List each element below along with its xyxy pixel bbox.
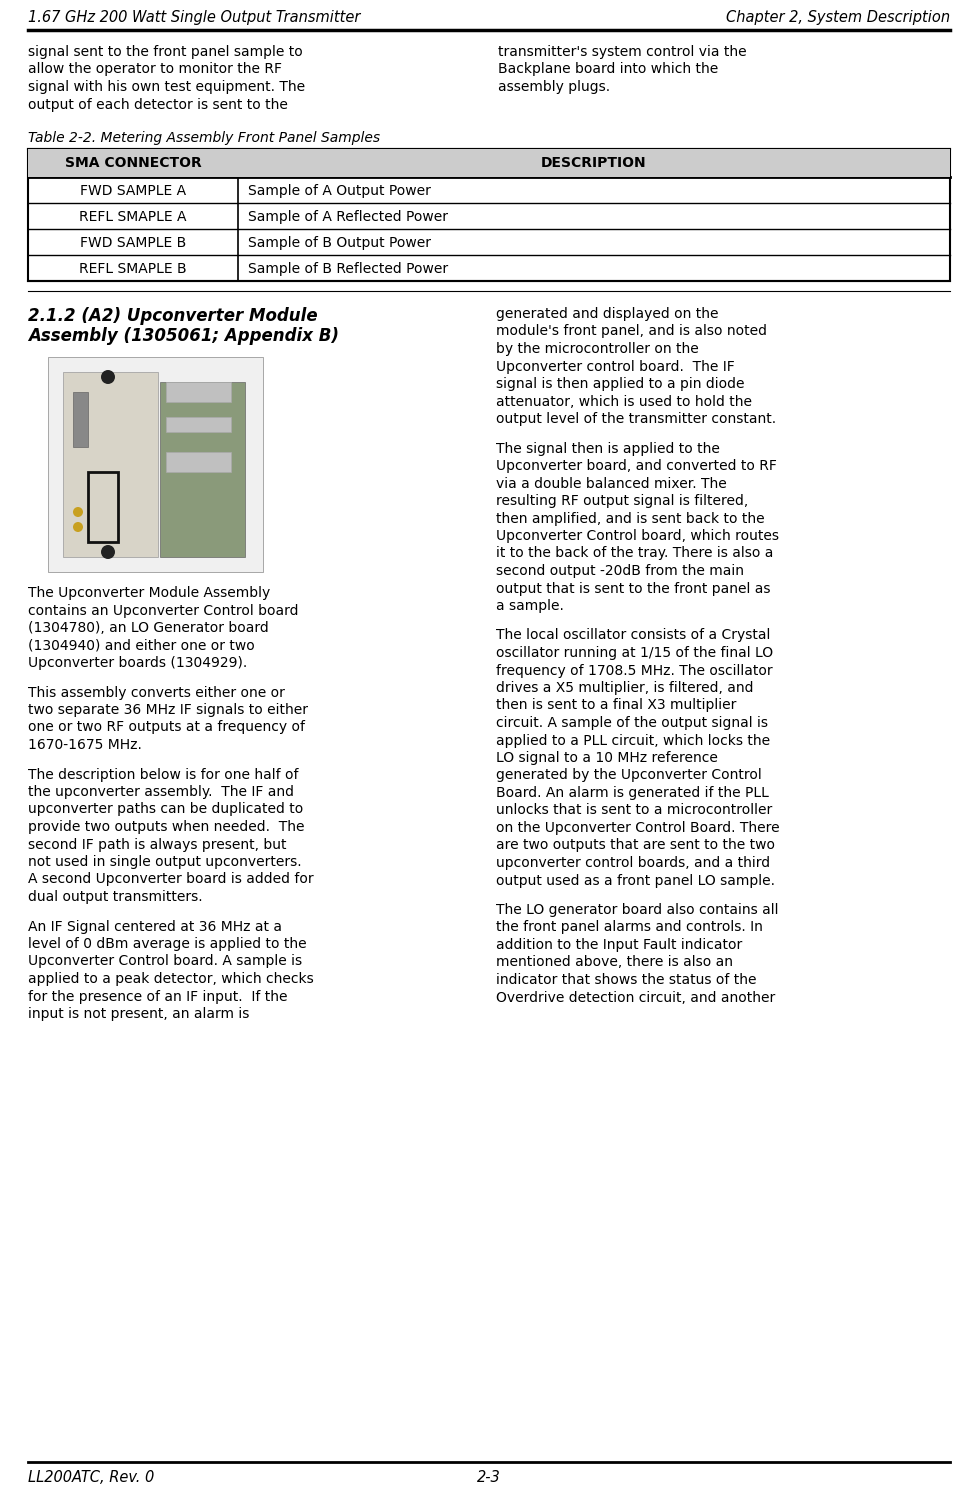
Bar [166,452,231,472]
Text: A second Upconverter board is added for: A second Upconverter board is added for [28,872,314,887]
Text: drives a X5 multiplier, is filtered, and: drives a X5 multiplier, is filtered, and [495,681,752,696]
Text: on the Upconverter Control Board. There: on the Upconverter Control Board. There [495,821,779,835]
Text: level of 0 dBm average is applied to the: level of 0 dBm average is applied to the [28,938,307,951]
Text: addition to the Input Fault indicator: addition to the Input Fault indicator [495,938,742,953]
Text: indicator that shows the status of the: indicator that shows the status of the [495,973,756,987]
Text: two separate 36 MHz IF signals to either: two separate 36 MHz IF signals to either [28,703,308,717]
Text: applied to a peak detector, which checks: applied to a peak detector, which checks [28,972,314,985]
Text: dual output transmitters.: dual output transmitters. [28,890,202,903]
Text: then is sent to a final X3 multiplier: then is sent to a final X3 multiplier [495,699,736,712]
Text: This assembly converts either one or: This assembly converts either one or [28,685,284,700]
Text: (1304780), an LO Generator board: (1304780), an LO Generator board [28,621,269,635]
Text: Sample of A Reflected Power: Sample of A Reflected Power [248,211,447,224]
Text: The local oscillator consists of a Crystal: The local oscillator consists of a Cryst… [495,629,770,642]
Text: module's front panel, and is also noted: module's front panel, and is also noted [495,324,766,339]
Text: Upconverter Control board. A sample is: Upconverter Control board. A sample is [28,954,302,969]
Text: Upconverter control board.  The IF: Upconverter control board. The IF [495,360,734,373]
Text: 1.67 GHz 200 Watt Single Output Transmitter: 1.67 GHz 200 Watt Single Output Transmit… [28,10,360,25]
Text: frequency of 1708.5 MHz. The oscillator: frequency of 1708.5 MHz. The oscillator [495,663,772,678]
Text: The description below is for one half of: The description below is for one half of [28,767,298,781]
Text: one or two RF outputs at a frequency of: one or two RF outputs at a frequency of [28,721,305,735]
Text: REFL SMAPLE A: REFL SMAPLE A [79,211,187,224]
Text: Sample of A Output Power: Sample of A Output Power [248,184,431,199]
Text: Board. An alarm is generated if the PLL: Board. An alarm is generated if the PLL [495,785,768,800]
Text: FWD SAMPLE B: FWD SAMPLE B [80,236,186,249]
Text: unlocks that is sent to a microcontroller: unlocks that is sent to a microcontrolle… [495,803,772,818]
Text: contains an Upconverter Control board: contains an Upconverter Control board [28,603,298,618]
Text: assembly plugs.: assembly plugs. [497,81,610,94]
Text: attenuator, which is used to hold the: attenuator, which is used to hold the [495,394,751,409]
Text: SMA CONNECTOR: SMA CONNECTOR [64,155,201,170]
Bar [63,372,158,557]
Text: by the microcontroller on the: by the microcontroller on the [495,342,698,355]
Text: it to the back of the tray. There is also a: it to the back of the tray. There is als… [495,546,773,560]
Text: REFL SMAPLE B: REFL SMAPLE B [79,261,187,276]
Text: input is not present, an alarm is: input is not present, an alarm is [28,1006,249,1021]
Text: a sample.: a sample. [495,599,564,614]
Text: the upconverter assembly.  The IF and: the upconverter assembly. The IF and [28,785,294,799]
Text: Overdrive detection circuit, and another: Overdrive detection circuit, and another [495,990,775,1005]
Text: FWD SAMPLE A: FWD SAMPLE A [80,184,186,199]
Text: Upconverter boards (1304929).: Upconverter boards (1304929). [28,655,247,670]
Text: The Upconverter Module Assembly: The Upconverter Module Assembly [28,585,270,600]
Text: output level of the transmitter constant.: output level of the transmitter constant… [495,412,776,426]
Text: The LO generator board also contains all: The LO generator board also contains all [495,903,778,917]
Text: Backplane board into which the: Backplane board into which the [497,63,717,76]
Text: upconverter control boards, and a third: upconverter control boards, and a third [495,855,769,870]
Text: 2.1.2 (A2) Upconverter Module: 2.1.2 (A2) Upconverter Module [28,308,318,325]
Text: LO signal to a 10 MHz reference: LO signal to a 10 MHz reference [495,751,717,764]
Text: transmitter's system control via the: transmitter's system control via the [497,45,745,60]
Circle shape [73,508,83,517]
Text: not used in single output upconverters.: not used in single output upconverters. [28,855,301,869]
Text: Chapter 2, System Description: Chapter 2, System Description [725,10,949,25]
Bar [166,417,231,431]
Text: (1304940) and either one or two: (1304940) and either one or two [28,639,254,652]
Text: second output -20dB from the main: second output -20dB from the main [495,564,743,578]
Text: output used as a front panel LO sample.: output used as a front panel LO sample. [495,873,774,887]
Text: An IF Signal centered at 36 MHz at a: An IF Signal centered at 36 MHz at a [28,920,281,933]
Text: Upconverter board, and converted to RF: Upconverter board, and converted to RF [495,458,776,473]
Text: oscillator running at 1/15 of the final LO: oscillator running at 1/15 of the final … [495,646,773,660]
Bar [166,382,231,402]
Text: generated by the Upconverter Control: generated by the Upconverter Control [495,769,761,782]
Text: circuit. A sample of the output signal is: circuit. A sample of the output signal i… [495,717,767,730]
Text: signal is then applied to a pin diode: signal is then applied to a pin diode [495,378,743,391]
Text: generated and displayed on the: generated and displayed on the [495,308,718,321]
Text: LL200ATC, Rev. 0: LL200ATC, Rev. 0 [28,1471,154,1486]
Text: Sample of B Reflected Power: Sample of B Reflected Power [248,261,447,276]
Text: signal with his own test equipment. The: signal with his own test equipment. The [28,81,305,94]
Bar [28,149,949,178]
Bar [28,149,949,281]
Text: Sample of B Output Power: Sample of B Output Power [248,236,431,249]
Text: output that is sent to the front panel as: output that is sent to the front panel a… [495,581,770,596]
Text: the front panel alarms and controls. In: the front panel alarms and controls. In [495,921,762,935]
Text: DESCRIPTION: DESCRIPTION [540,155,646,170]
Text: second IF path is always present, but: second IF path is always present, but [28,838,286,851]
Text: Table 2-2. Metering Assembly Front Panel Samples: Table 2-2. Metering Assembly Front Panel… [28,131,380,145]
Text: via a double balanced mixer. The: via a double balanced mixer. The [495,476,726,491]
Text: Assembly (1305061; Appendix B): Assembly (1305061; Appendix B) [28,327,339,345]
Bar [160,382,245,557]
Text: provide two outputs when needed.  The: provide two outputs when needed. The [28,820,304,835]
Text: output of each detector is sent to the: output of each detector is sent to the [28,97,287,112]
Text: 1670-1675 MHz.: 1670-1675 MHz. [28,738,142,752]
Text: 2-3: 2-3 [477,1471,500,1486]
Bar [73,393,88,446]
Text: The signal then is applied to the: The signal then is applied to the [495,442,719,455]
Bar [88,472,118,542]
Text: then amplified, and is sent back to the: then amplified, and is sent back to the [495,512,764,526]
Text: for the presence of an IF input.  If the: for the presence of an IF input. If the [28,990,287,1003]
Circle shape [101,545,115,558]
Circle shape [73,523,83,532]
Text: upconverter paths can be duplicated to: upconverter paths can be duplicated to [28,803,303,817]
Text: Upconverter Control board, which routes: Upconverter Control board, which routes [495,529,779,543]
Text: are two outputs that are sent to the two: are two outputs that are sent to the two [495,839,774,853]
Text: signal sent to the front panel sample to: signal sent to the front panel sample to [28,45,303,60]
Text: mentioned above, there is also an: mentioned above, there is also an [495,956,732,969]
Text: resulting RF output signal is filtered,: resulting RF output signal is filtered, [495,494,747,508]
Text: allow the operator to monitor the RF: allow the operator to monitor the RF [28,63,281,76]
Text: applied to a PLL circuit, which locks the: applied to a PLL circuit, which locks th… [495,733,769,748]
Bar [48,357,263,572]
Circle shape [101,370,115,384]
